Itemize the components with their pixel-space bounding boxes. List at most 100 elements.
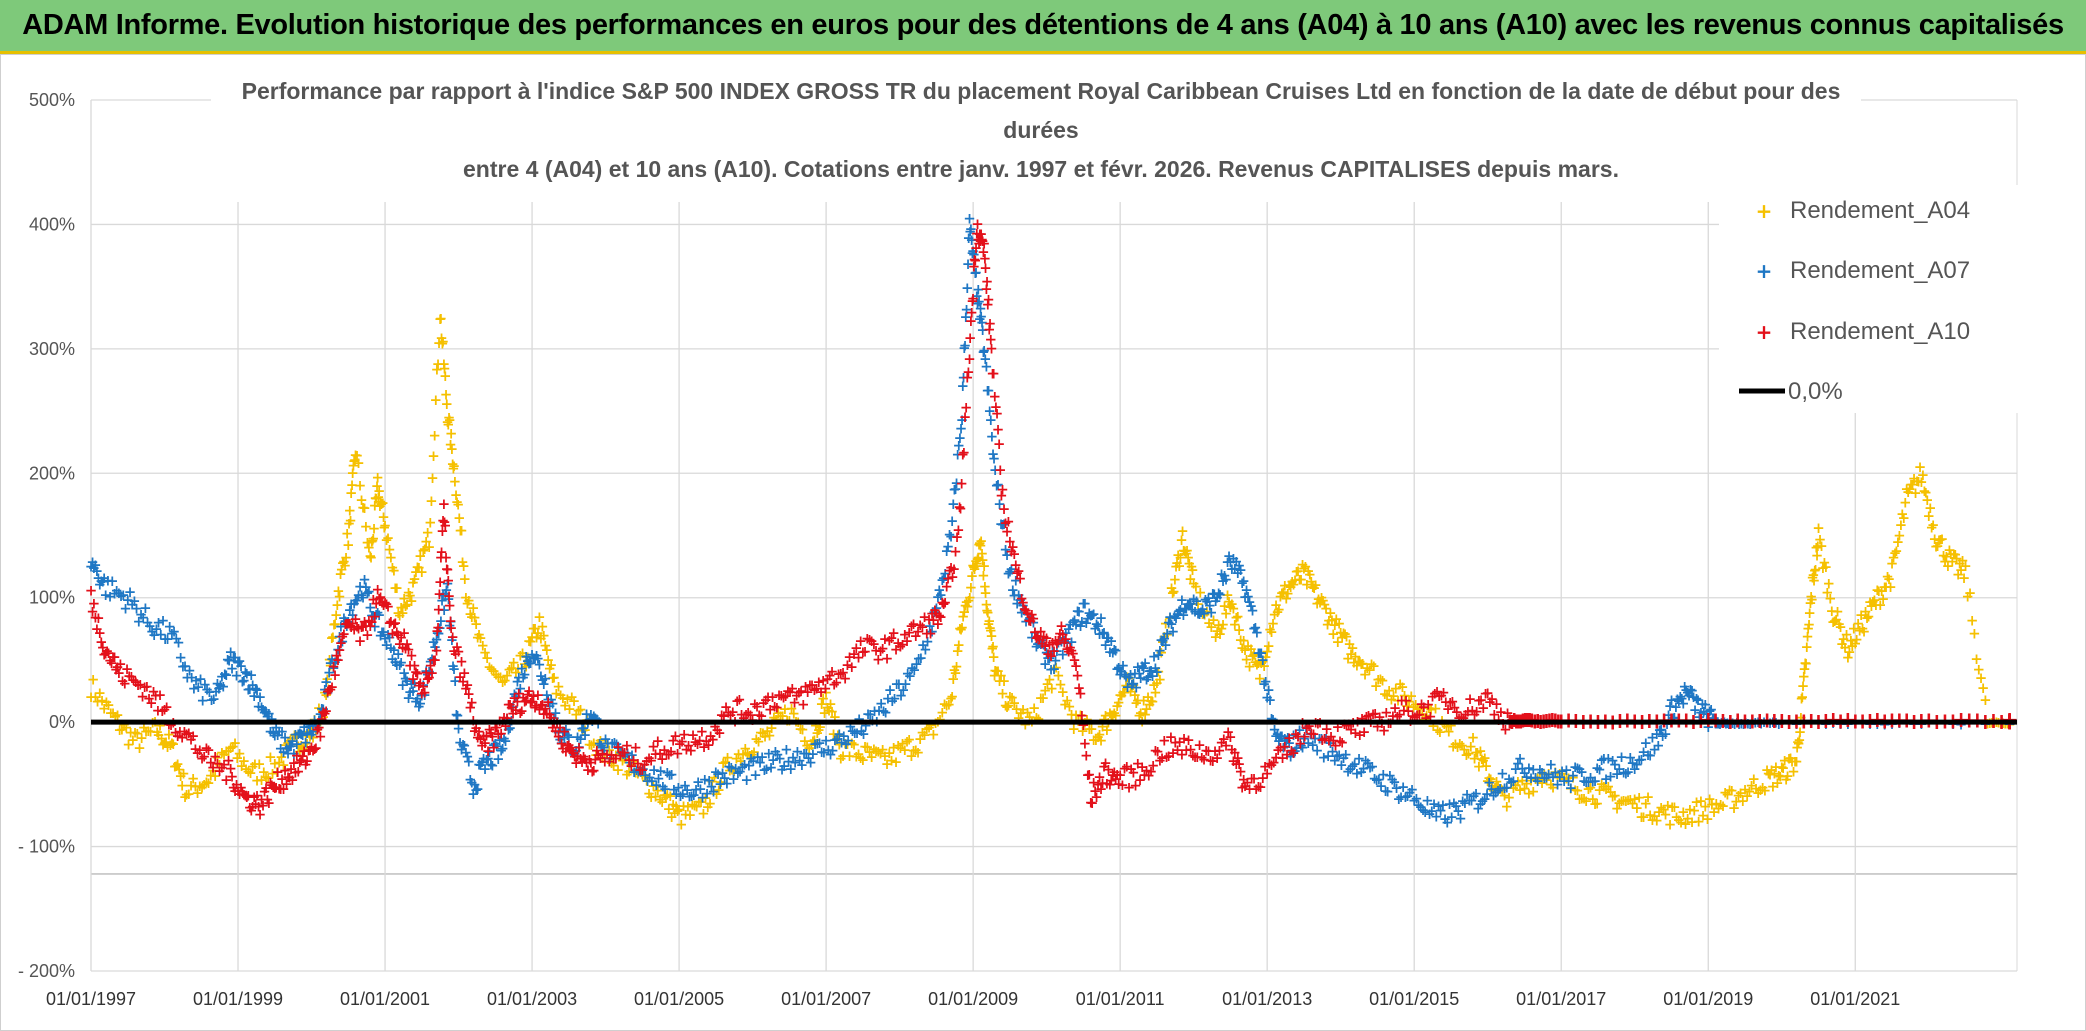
data-point: +: [255, 771, 268, 789]
data-point: +: [466, 694, 479, 712]
data-point: +: [295, 737, 308, 755]
data-point: +: [176, 776, 189, 794]
data-point: +: [471, 780, 484, 798]
data-point: +: [401, 596, 414, 614]
data-point: +: [244, 764, 257, 782]
data-point: +: [463, 592, 476, 610]
data-point: +: [379, 516, 392, 534]
data-point: +: [334, 565, 347, 583]
data-point: +: [536, 618, 549, 636]
data-point: +: [365, 549, 378, 567]
data-point: +: [426, 469, 439, 487]
data-point: +: [954, 499, 967, 517]
data-point: +: [266, 765, 279, 783]
data-point: +: [427, 447, 440, 465]
data-point: +: [357, 499, 370, 517]
data-point: +: [514, 647, 527, 665]
data-point: +: [523, 632, 536, 650]
data-point: +: [251, 771, 264, 789]
legend-marker-a04: +: [1756, 199, 1773, 223]
x-tick-label: 01/01/2001: [340, 989, 430, 1009]
data-point: +: [310, 721, 323, 739]
data-point: +: [963, 350, 976, 368]
data-point: +: [291, 727, 304, 745]
data-point: +: [333, 587, 346, 605]
data-point: +: [428, 427, 441, 445]
data-point: +: [543, 659, 556, 677]
data-point: +: [94, 684, 107, 702]
data-point: +: [271, 763, 284, 781]
data-point: +: [494, 668, 507, 686]
data-point: +: [222, 742, 235, 760]
data-point: +: [450, 486, 463, 504]
data-point: +: [1968, 625, 1981, 643]
data-point: +: [385, 549, 398, 567]
data-point: +: [960, 398, 973, 416]
data-point: +: [264, 748, 277, 766]
chart-title-line-1: Performance par rapport à l'indice S&P 5…: [242, 78, 1841, 104]
data-point: +: [87, 671, 100, 689]
data-point: +: [981, 272, 994, 290]
data-point: +: [542, 651, 555, 669]
data-point: +: [386, 559, 399, 577]
data-point: +: [499, 671, 512, 689]
data-point: +: [539, 637, 552, 655]
data-point: +: [410, 563, 423, 581]
data-point: +: [411, 558, 424, 576]
data-point: +: [399, 597, 412, 615]
data-point: +: [420, 532, 433, 550]
data-point: +: [180, 786, 193, 804]
data-point: +: [346, 476, 359, 494]
y-tick-label: 100%: [29, 588, 75, 608]
data-point: +: [314, 728, 327, 746]
legend-label-zero-line: 0,0%: [1788, 378, 1843, 405]
data-point: +: [280, 736, 293, 754]
data-point: +: [301, 735, 314, 753]
data-point: +: [434, 310, 447, 328]
data-point: +: [439, 367, 452, 385]
x-tick-label: 01/01/1997: [46, 989, 136, 1009]
data-point: +: [447, 459, 460, 477]
data-point: +: [948, 560, 961, 578]
data-point: +: [416, 563, 429, 581]
data-point: +: [952, 521, 965, 539]
data-point: +: [196, 779, 209, 797]
data-point: +: [468, 608, 481, 626]
data-point: +: [457, 557, 470, 575]
data-point: +: [320, 702, 333, 720]
data-point: +: [164, 736, 177, 754]
data-point: +: [369, 489, 382, 507]
data-point: +: [294, 743, 307, 761]
data-point: +: [546, 669, 559, 687]
data-point: +: [425, 492, 438, 510]
y-tick-label: 200%: [29, 463, 75, 483]
data-point: +: [444, 436, 457, 454]
legend-label-a07: Rendement_A07: [1790, 257, 1970, 284]
data-point: +: [414, 547, 427, 565]
data-point: +: [335, 560, 348, 578]
x-tick-label: 01/01/2009: [928, 989, 1018, 1009]
data-point: +: [375, 495, 388, 513]
data-point: +: [209, 767, 222, 785]
data-point: +: [452, 496, 465, 514]
y-tick-label: 0%: [49, 712, 75, 732]
data-point: +: [996, 480, 1009, 498]
x-tick-label: 01/01/2013: [1222, 989, 1312, 1009]
data-point: +: [454, 522, 467, 540]
data-point: +: [129, 723, 142, 741]
data-point: +: [488, 662, 501, 680]
data-point: +: [985, 340, 998, 358]
data-point: +: [1820, 558, 1833, 576]
data-point: +: [298, 741, 311, 759]
data-point: +: [392, 604, 405, 622]
data-point: +: [102, 696, 115, 714]
data-point: +: [512, 660, 525, 678]
data-point: +: [561, 690, 574, 708]
data-point: +: [169, 758, 182, 776]
data-point: +: [1251, 624, 1264, 642]
data-point: +: [417, 542, 430, 560]
data-point: +: [433, 334, 446, 352]
data-point: +: [1898, 509, 1911, 527]
data-point: +: [344, 501, 357, 519]
data-point: +: [302, 722, 315, 740]
